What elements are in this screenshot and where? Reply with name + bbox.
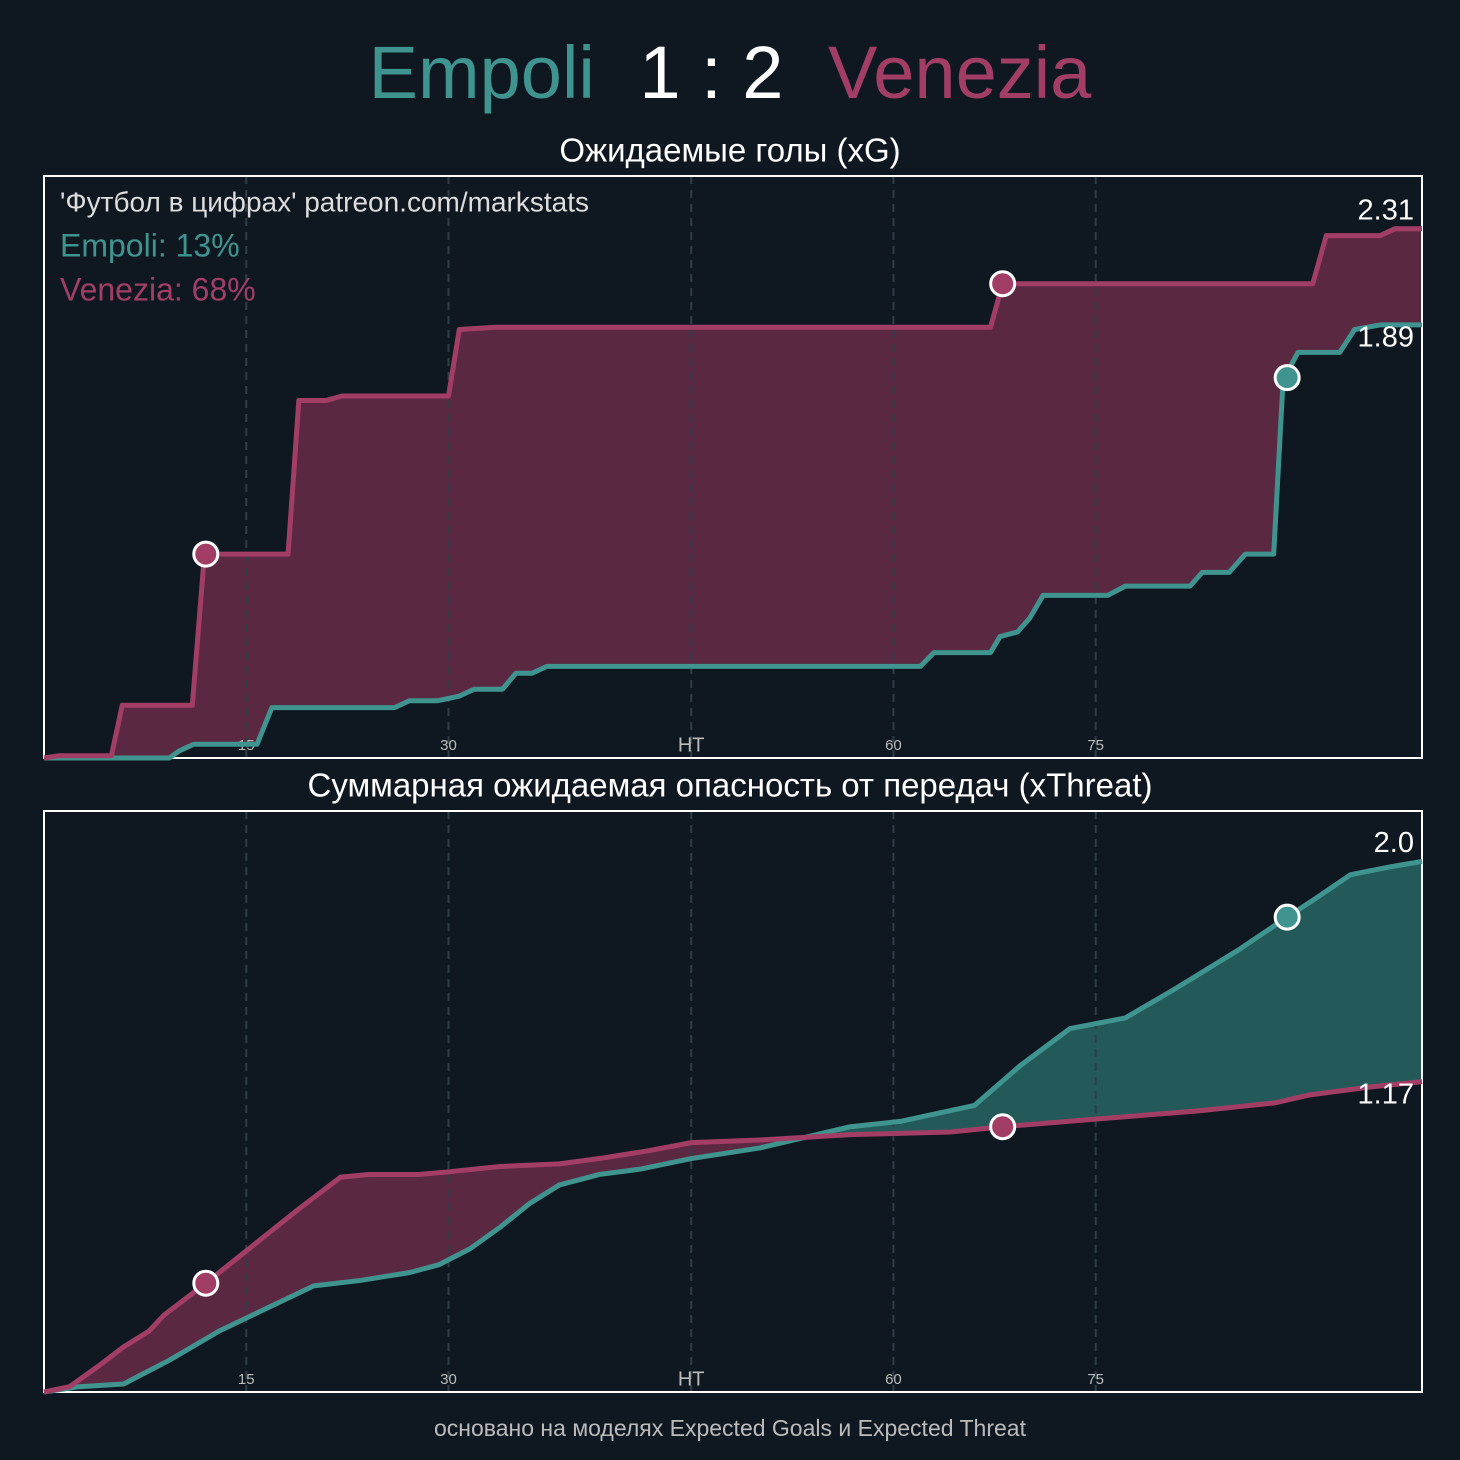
series-line — [43, 858, 1423, 1395]
end-label: 2.31 — [1358, 194, 1414, 226]
goal-marker — [1273, 903, 1301, 931]
away-team: Venezia — [828, 31, 1092, 114]
area-fill — [44, 228, 1422, 758]
x-tick-label: 75 — [1087, 1371, 1104, 1388]
series-line — [43, 226, 1422, 761]
x-tick-label: 75 — [1087, 737, 1104, 754]
goal-marker — [989, 1113, 1017, 1141]
x-tick-label: 30 — [440, 1371, 457, 1388]
goal-marker — [989, 270, 1017, 298]
footer: основано на моделях Expected Goals и Exp… — [434, 1415, 1027, 1441]
score: 1 : 2 — [639, 31, 783, 114]
x-tick-label: 60 — [885, 737, 902, 754]
goal-marker — [192, 540, 220, 568]
end-label: 1.89 — [1358, 322, 1414, 354]
x-tick-label: 15 — [238, 1371, 255, 1388]
x-tick-label: 30 — [440, 737, 457, 754]
goal-marker — [1273, 364, 1301, 392]
series-line — [43, 1079, 1423, 1395]
series-line — [44, 322, 1422, 761]
end-label: 1.17 — [1358, 1078, 1414, 1110]
x-tick-label: 60 — [885, 1371, 902, 1388]
x-tick-label: HT — [678, 734, 705, 756]
chart-title: Ожидаемые голы (xG) — [559, 132, 900, 169]
home-team: Empoli — [369, 31, 595, 114]
x-tick-label: HT — [678, 1368, 705, 1390]
annotation: Empoli: 13% — [60, 227, 240, 263]
annotation: Venezia: 68% — [60, 271, 256, 307]
annotation: 'Футбол в цифрах' patreon.com/markstats — [60, 186, 589, 217]
match-title: Empoli 1 : 2 Venezia — [369, 31, 1093, 114]
plot-frame — [43, 175, 1423, 759]
plot-frame — [43, 810, 1423, 1393]
chart-title: Суммарная ожидаемая опасность от передач… — [307, 767, 1152, 804]
end-label: 2.0 — [1374, 827, 1414, 859]
area-fill — [44, 1081, 1422, 1392]
goal-marker — [192, 1269, 220, 1297]
